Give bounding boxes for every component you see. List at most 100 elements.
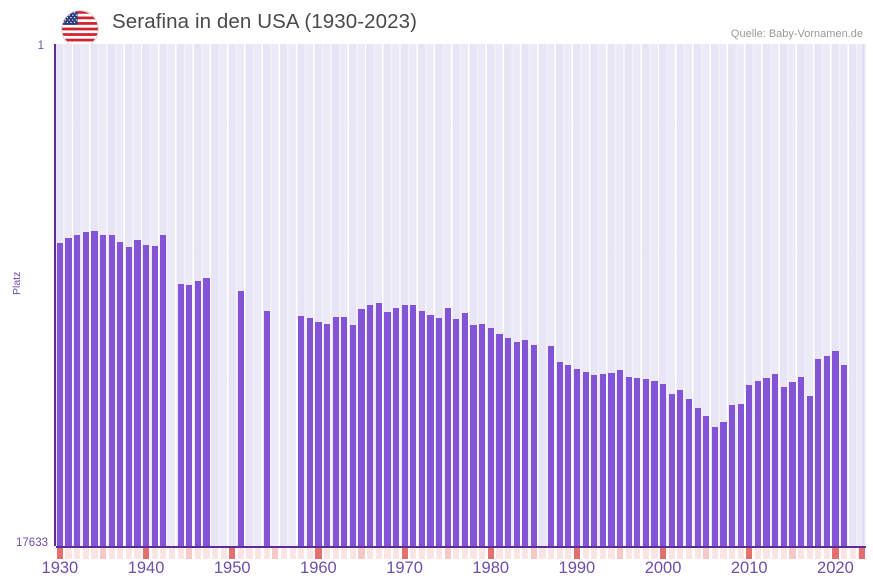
bar — [134, 240, 141, 546]
x-axis-label: 1930 — [41, 559, 79, 577]
bar — [341, 317, 348, 546]
x-tick-major — [229, 548, 236, 559]
x-axis-label: 1950 — [213, 559, 251, 577]
x-tick-minor — [565, 548, 572, 559]
bar — [306, 318, 313, 546]
y-axis-line — [54, 44, 56, 546]
bar — [461, 312, 469, 546]
x-tick-minor — [99, 548, 107, 559]
x-tick-minor — [548, 548, 555, 559]
bar — [349, 325, 357, 546]
x-axis-label: 1970 — [386, 559, 423, 577]
bar — [651, 380, 658, 546]
x-tick-major — [56, 548, 64, 559]
x-tick-minor — [599, 548, 606, 559]
x-tick-minor — [703, 548, 710, 559]
x-tick-minor — [797, 548, 805, 559]
bar — [841, 364, 848, 546]
bar — [375, 303, 382, 546]
x-tick-minor — [841, 548, 848, 559]
plot-area — [56, 44, 866, 546]
x-tick-minor — [160, 548, 167, 559]
bar — [711, 426, 718, 546]
bar — [677, 390, 684, 546]
x-tick-minor — [530, 548, 537, 559]
x-tick-minor — [461, 548, 469, 559]
bar — [530, 345, 537, 546]
bar — [625, 376, 632, 546]
bar — [780, 387, 787, 546]
bar — [177, 283, 184, 546]
x-tick-minor — [392, 548, 400, 559]
bar — [358, 309, 365, 546]
bar — [806, 396, 813, 546]
bar — [616, 369, 624, 546]
x-tick-minor — [763, 548, 770, 559]
x-tick-minor — [203, 548, 210, 559]
bar — [487, 328, 494, 546]
x-tick-minor — [711, 548, 718, 559]
x-tick-minor — [177, 548, 184, 559]
x-tick-minor — [349, 548, 357, 559]
bar — [728, 404, 736, 546]
x-axis-label: 1990 — [558, 559, 596, 577]
x-tick-minor — [358, 548, 365, 559]
bar — [496, 333, 503, 546]
bar — [754, 380, 762, 546]
x-tick-minor — [591, 548, 598, 559]
x-tick-minor — [82, 548, 89, 559]
bar — [444, 307, 451, 546]
x-tick-minor — [194, 548, 201, 559]
x-tick-major — [487, 548, 494, 559]
x-tick-minor — [375, 548, 382, 559]
bar — [151, 245, 158, 546]
x-tick-minor — [849, 548, 856, 559]
x-tick-minor — [789, 548, 796, 559]
bar — [186, 285, 193, 546]
source-attribution: Quelle: Baby-Vornamen.de — [730, 28, 863, 40]
x-tick-minor — [504, 548, 512, 559]
bar-series — [56, 44, 866, 546]
x-tick-minor — [694, 548, 701, 559]
x-tick-minor — [685, 548, 693, 559]
x-tick-minor — [263, 548, 270, 559]
x-tick-minor — [280, 548, 288, 559]
x-tick-minor — [74, 548, 81, 559]
x-tick-minor — [651, 548, 658, 559]
bar — [772, 373, 779, 546]
bar — [591, 375, 598, 546]
x-tick-major — [660, 548, 667, 559]
bar — [56, 243, 64, 546]
bar — [65, 237, 72, 546]
bar — [82, 232, 89, 546]
x-tick-major — [832, 548, 839, 559]
x-tick-minor — [677, 548, 684, 559]
bar — [582, 371, 589, 546]
x-tick-minor — [134, 548, 141, 559]
page-title: Serafina in den USA (1930-2023) — [112, 10, 418, 33]
bar — [720, 422, 727, 546]
bar — [401, 304, 408, 546]
bar — [91, 231, 98, 546]
x-tick-minor — [642, 548, 650, 559]
us-flag-icon — [61, 10, 99, 48]
bar — [694, 407, 701, 546]
bar — [125, 246, 132, 546]
bar — [323, 323, 331, 546]
x-tick-minor — [728, 548, 736, 559]
bar — [108, 235, 115, 546]
x-tick-minor — [367, 548, 374, 559]
bar — [418, 311, 425, 546]
x-tick-minor — [168, 548, 176, 559]
bar — [263, 311, 270, 546]
bar — [332, 316, 339, 546]
x-tick-minor — [815, 548, 822, 559]
bar — [410, 305, 417, 546]
bar — [160, 235, 167, 546]
x-tick-minor — [823, 548, 830, 559]
x-tick-major — [746, 548, 753, 559]
x-tick-minor — [444, 548, 451, 559]
x-tick-minor — [634, 548, 641, 559]
bar — [789, 381, 796, 546]
